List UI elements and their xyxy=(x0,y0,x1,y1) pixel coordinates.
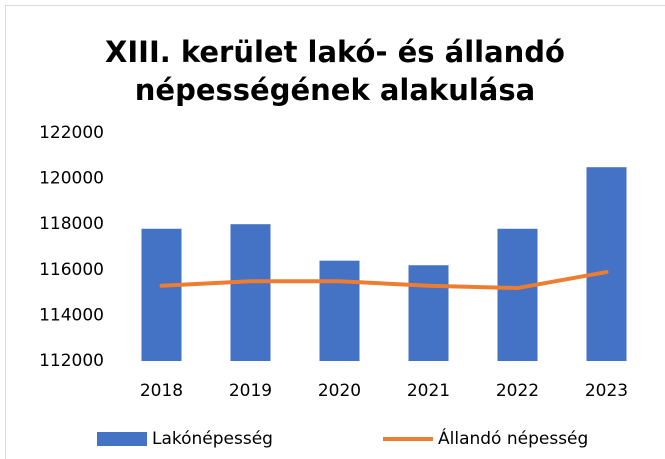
chart-title: XIII. kerület lakó- és állandó népességé… xyxy=(105,35,565,107)
x-tick-label: 2018 xyxy=(140,381,183,401)
line xyxy=(159,270,609,291)
x-tick-label: 2019 xyxy=(229,381,272,401)
bar xyxy=(230,224,271,361)
x-tick-label: 2021 xyxy=(407,381,450,401)
x-tick-label: 2023 xyxy=(585,381,628,401)
bar xyxy=(141,228,182,361)
bar xyxy=(408,265,449,361)
y-tick-label: 120000 xyxy=(39,169,104,189)
bar xyxy=(586,167,627,361)
y-tick-label: 118000 xyxy=(39,214,104,234)
legend-label: Állandó népesség xyxy=(438,427,588,449)
x-tick-label: 2022 xyxy=(496,381,539,401)
x-tick-label: 2020 xyxy=(318,381,361,401)
chart-border xyxy=(5,5,665,459)
y-tick-label: 122000 xyxy=(39,123,104,143)
bar xyxy=(497,228,538,361)
y-tick-label: 112000 xyxy=(39,351,104,371)
bar xyxy=(319,260,360,361)
y-tick-label: 116000 xyxy=(39,260,104,280)
legend-swatch xyxy=(97,432,147,446)
y-tick-label: 114000 xyxy=(39,305,104,325)
legend-label: Lakónépesség xyxy=(152,429,273,449)
